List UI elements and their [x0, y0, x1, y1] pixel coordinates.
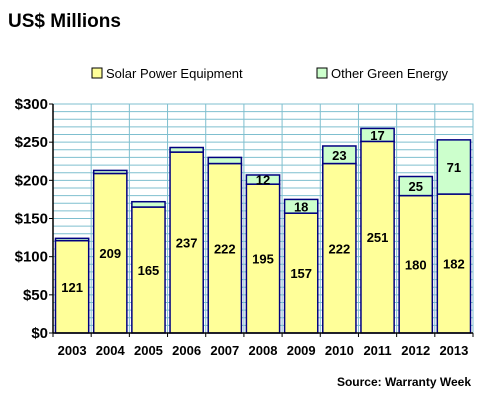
data-label-solar: 251: [367, 230, 389, 245]
x-tick-label: 2012: [401, 343, 430, 358]
x-tick-label: 2008: [249, 343, 278, 358]
bar-other: [92, 169, 128, 175]
bar-other: [283, 198, 319, 214]
y-tick-label: $0: [31, 325, 48, 342]
data-label-solar: 157: [290, 266, 312, 281]
bar-other: [436, 139, 472, 195]
y-tick-label: $50: [23, 287, 48, 304]
bar-other: [207, 156, 243, 165]
data-label-solar: 195: [252, 252, 274, 267]
legend-label-solar: Solar Power Equipment: [106, 66, 243, 81]
x-tick-label: 2004: [96, 343, 126, 358]
x-tick-label: 2007: [210, 343, 239, 358]
x-tick-label: 2013: [439, 343, 468, 358]
legend-label-other: Other Green Energy: [331, 66, 449, 81]
y-tick-label: $300: [15, 96, 48, 113]
chart-title: US$ Millions: [8, 11, 121, 32]
x-tick-label: 2011: [363, 343, 391, 358]
data-label-solar: 209: [99, 246, 121, 261]
legend-swatch-solar: [91, 67, 103, 79]
bar-other: [398, 175, 434, 197]
data-label-solar: 180: [405, 257, 427, 272]
data-label-solar: 121: [61, 280, 83, 295]
bar-solar: [398, 194, 434, 334]
y-tick-label: $250: [15, 134, 48, 151]
bar-other: [245, 174, 281, 185]
source-note: Source: Warranty Week: [337, 375, 471, 389]
bar-solar: [360, 140, 395, 334]
y-tick-label: $150: [15, 211, 48, 228]
x-tick-label: 2010: [325, 343, 354, 358]
data-label-solar: 222: [214, 241, 236, 256]
data-label-other: 25: [408, 179, 422, 194]
x-tick-label: 2006: [172, 343, 201, 358]
data-label-other: 71: [447, 160, 461, 175]
bar-solar: [92, 172, 128, 334]
bar-solar: [322, 162, 357, 334]
y-tick-label: $100: [15, 249, 48, 266]
bar-solar: [131, 206, 166, 334]
bar-solar: [436, 193, 472, 334]
legend: Solar Power Equipment Other Green Energy: [91, 66, 449, 81]
bar-solar: [245, 183, 281, 334]
data-label-solar: 165: [138, 263, 160, 278]
plot-area: 121 209 165 237 222 195 12 157 18 222 23 251 17 180 25…: [15, 96, 474, 358]
data-label-other: 23: [332, 148, 346, 163]
data-label-other: 12: [256, 173, 270, 188]
x-tick-label: 2003: [58, 343, 87, 358]
x-tick-label: 2005: [134, 343, 163, 358]
data-label-solar: 237: [176, 236, 198, 251]
data-label-other: 18: [294, 199, 308, 214]
bar-other: [169, 146, 204, 153]
x-tick-label: 2009: [287, 343, 316, 358]
data-label-solar: 222: [329, 241, 351, 256]
bar-other: [360, 127, 395, 143]
y-tick-label: $200: [15, 172, 48, 189]
legend-swatch-other: [316, 67, 328, 79]
bar-other: [322, 145, 357, 165]
data-label-solar: 182: [443, 257, 465, 272]
data-label-other: 17: [370, 128, 384, 143]
bar-other: [54, 237, 90, 242]
bar-other: [131, 200, 166, 208]
